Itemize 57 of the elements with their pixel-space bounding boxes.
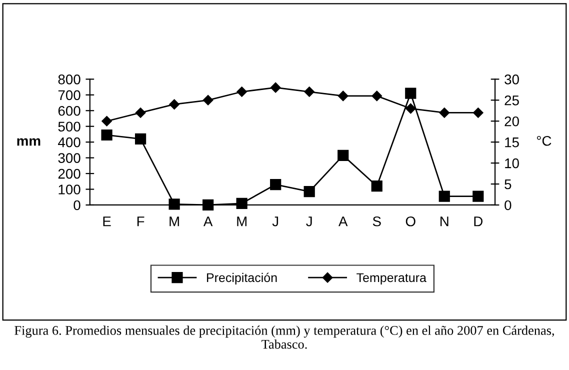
x-tick-label: A	[338, 216, 348, 226]
point	[473, 108, 484, 118]
point	[405, 88, 416, 99]
y-tick-label: 300	[58, 153, 80, 163]
y-tick-label: 100	[58, 184, 80, 194]
point	[270, 82, 281, 93]
point	[438, 190, 450, 202]
y2-tick-label: 15	[505, 138, 519, 148]
point	[304, 86, 314, 97]
x-tick-label: J	[272, 216, 278, 226]
y2-tick-label: 30	[504, 74, 519, 84]
y-axis-title: mm	[17, 138, 40, 146]
point	[202, 199, 214, 211]
text: Figura 6. Promedios mensuales de precipitación (mm) y temperatura (°C) en el año 2007 en Cárdenas, Tabasco.	[14, 326, 554, 349]
x-tick-label: D	[474, 216, 482, 226]
point	[134, 133, 146, 144]
y-tick-label: 200	[58, 168, 80, 179]
point	[236, 198, 248, 209]
x-tick-label: O	[406, 216, 416, 226]
point	[169, 99, 180, 110]
point	[135, 108, 146, 118]
legend-label: Precipitación	[207, 272, 277, 285]
point	[439, 108, 450, 118]
y2-tick-label: 10	[505, 158, 519, 168]
x-tick-label: F	[137, 216, 144, 226]
y-tick-label: 400	[58, 137, 80, 148]
x-tick-label: M	[237, 216, 246, 226]
point	[102, 116, 112, 126]
x-tick-label: J	[306, 216, 312, 226]
x-tick-label: M	[170, 216, 179, 226]
point	[202, 95, 214, 106]
y2-axis-title: °C	[537, 136, 552, 146]
x-tick-label: E	[103, 216, 111, 226]
point	[270, 178, 282, 190]
y-tick-label: 0	[74, 200, 80, 210]
point	[338, 90, 348, 102]
legend-label: Temperatura	[356, 273, 426, 285]
y-tick-label: 600	[58, 106, 80, 116]
x-tick-label: S	[372, 216, 381, 226]
point	[406, 103, 416, 114]
point	[371, 180, 382, 192]
point	[372, 90, 382, 102]
y-tick-label: 700	[58, 90, 80, 100]
point	[472, 190, 484, 202]
y2-tick-label: 5	[504, 179, 512, 190]
point	[304, 186, 315, 198]
y2-tick-label: 0	[504, 200, 512, 210]
point	[338, 150, 349, 161]
point	[168, 198, 180, 210]
point	[101, 129, 112, 141]
y-tick-label: 500	[58, 122, 80, 132]
x-tick-label: N	[440, 216, 448, 226]
x-tick-label: A	[203, 216, 213, 226]
y-tick-label: 800	[58, 74, 80, 84]
y2-tick-label: 25	[504, 95, 519, 106]
y2-tick-label: 20	[504, 116, 519, 126]
point	[236, 86, 247, 97]
